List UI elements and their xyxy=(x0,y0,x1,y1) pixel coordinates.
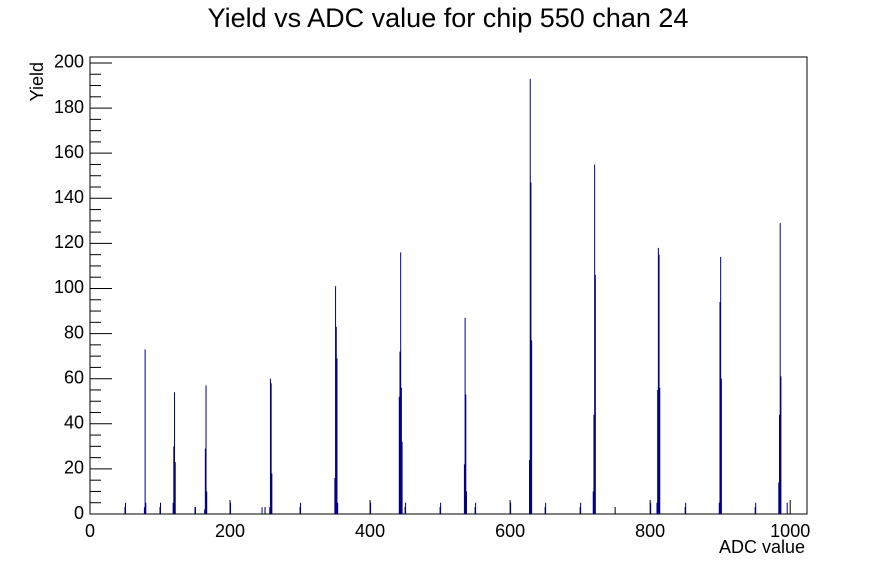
bin xyxy=(270,383,272,514)
bin xyxy=(334,477,336,514)
bin xyxy=(144,349,146,514)
bin xyxy=(160,502,162,514)
bin xyxy=(269,507,271,514)
y-tick-label: 0 xyxy=(74,503,84,523)
bin xyxy=(755,502,757,514)
bin xyxy=(656,502,658,514)
x-axis-label: ADC value xyxy=(719,537,805,557)
x-tick-label: 800 xyxy=(635,521,665,541)
bin xyxy=(529,459,531,514)
bin xyxy=(657,247,659,514)
bin xyxy=(336,358,338,514)
bin xyxy=(530,182,532,514)
bin xyxy=(173,446,175,514)
bin xyxy=(657,389,659,514)
bin xyxy=(659,387,661,514)
bin xyxy=(337,502,339,514)
bin xyxy=(261,507,263,514)
x-tick-label: 400 xyxy=(355,521,385,541)
bin xyxy=(195,507,197,514)
bin xyxy=(174,392,176,514)
bin xyxy=(593,414,595,514)
bin xyxy=(779,223,781,514)
bin xyxy=(720,378,722,514)
bin xyxy=(786,502,788,514)
bin xyxy=(658,254,660,514)
bin xyxy=(440,502,442,514)
bin xyxy=(778,482,780,514)
bin xyxy=(145,502,147,514)
bin xyxy=(230,502,232,514)
bin xyxy=(650,502,652,514)
bin xyxy=(172,502,174,514)
y-tick-label: 60 xyxy=(64,367,84,387)
bin xyxy=(685,502,687,514)
y-tick-label: 20 xyxy=(64,458,84,478)
y-tick-label: 200 xyxy=(54,52,84,72)
bin xyxy=(271,473,273,514)
x-tick-label: 0 xyxy=(85,521,95,541)
bin xyxy=(580,502,582,514)
y-tick-label: 40 xyxy=(64,413,84,433)
x-tick-label: 200 xyxy=(215,521,245,541)
bin xyxy=(720,256,722,514)
bin xyxy=(269,378,271,514)
x-tick-label: 1000 xyxy=(770,521,810,541)
bin xyxy=(778,414,780,514)
bin xyxy=(399,351,401,514)
y-tick-label: 140 xyxy=(54,187,84,207)
bin xyxy=(300,502,302,514)
y-tick-label: 120 xyxy=(54,232,84,252)
bin xyxy=(718,502,720,514)
y-axis-label: Yield xyxy=(27,62,47,101)
bin xyxy=(335,286,337,514)
bin xyxy=(510,502,512,514)
bin xyxy=(401,441,403,514)
bin xyxy=(465,394,467,514)
bin xyxy=(594,164,596,514)
bin xyxy=(205,385,207,514)
bin xyxy=(719,302,721,514)
bin xyxy=(335,326,337,514)
bin xyxy=(125,502,127,514)
bin xyxy=(463,464,465,514)
bin xyxy=(529,78,531,514)
y-tick-label: 100 xyxy=(54,277,84,297)
bin xyxy=(204,448,206,514)
bin xyxy=(370,502,372,514)
bin xyxy=(204,509,206,514)
bin xyxy=(780,376,782,514)
bin xyxy=(398,396,400,514)
plot-frame xyxy=(89,56,808,515)
bin xyxy=(594,274,596,514)
x-tick-label: 600 xyxy=(495,521,525,541)
bin xyxy=(405,502,407,514)
y-tick-label: 180 xyxy=(54,97,84,117)
bin xyxy=(531,340,533,514)
bin xyxy=(174,462,176,514)
bin xyxy=(466,491,468,514)
bin xyxy=(400,387,402,514)
chart-title: Yield vs ADC value for chip 550 chan 24 xyxy=(208,3,689,33)
bin xyxy=(545,502,547,514)
y-tick-label: 80 xyxy=(64,322,84,342)
bin xyxy=(464,317,466,514)
bin xyxy=(592,491,594,514)
bin xyxy=(400,252,402,514)
y-tick-label: 160 xyxy=(54,142,84,162)
bin xyxy=(475,502,477,514)
bin xyxy=(206,491,208,514)
bin xyxy=(143,507,145,514)
